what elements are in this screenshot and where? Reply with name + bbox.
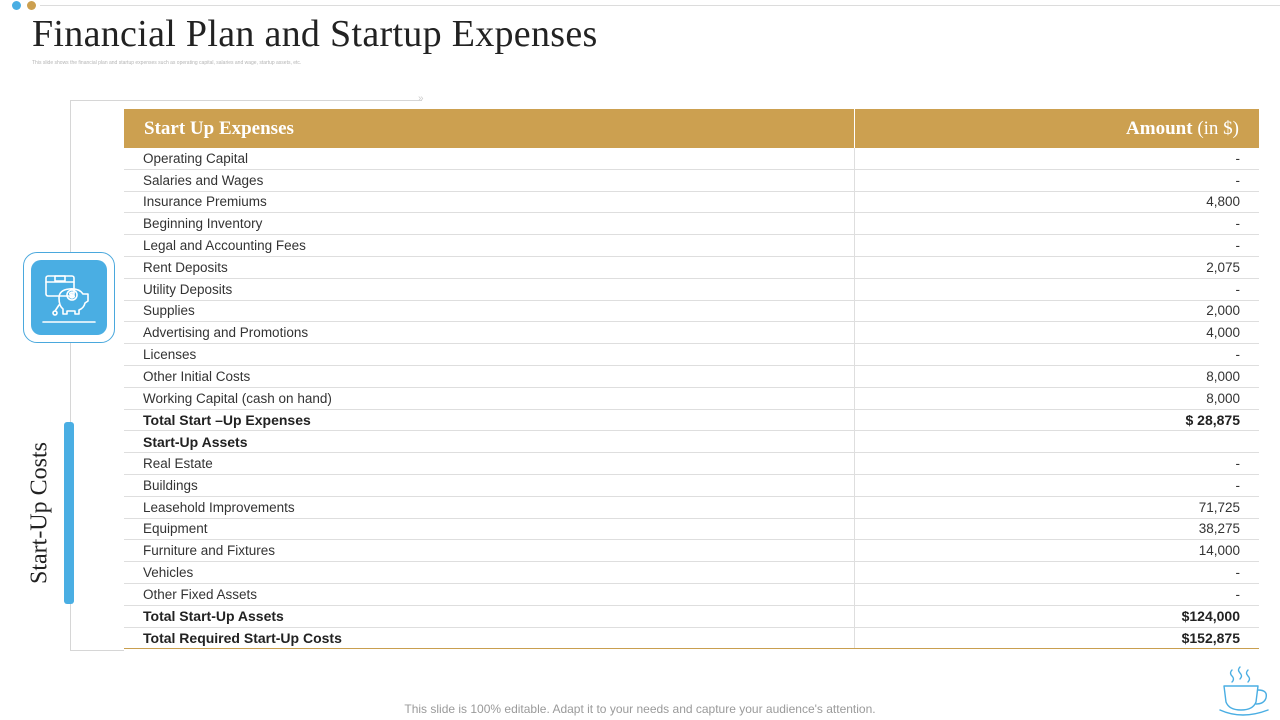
row-amount: - (854, 562, 1259, 583)
table-row: Legal and Accounting Fees - (124, 235, 1259, 257)
table-row: Utility Deposits - (124, 278, 1259, 301)
table-row: Other Initial Costs 8,000 (124, 365, 1259, 388)
table-row: Advertising and Promotions 4,000 (124, 322, 1259, 345)
row-amount: $152,875 (854, 627, 1259, 649)
row-amount: $ 28,875 (854, 409, 1259, 431)
row-label: Legal and Accounting Fees (143, 238, 306, 254)
table-row: Total Start –Up Expenses $ 28,875 (124, 409, 1259, 432)
row-label: Leasehold Improvements (143, 499, 295, 515)
table-row: Supplies 2,000 (124, 300, 1259, 323)
side-label: Start-Up Costs (26, 441, 53, 585)
row-amount: - (854, 453, 1259, 474)
table-row: Equipment 38,275 (124, 518, 1259, 541)
table-header: Start Up Expenses Amount (in $) (124, 109, 1259, 148)
row-label: Equipment (143, 521, 208, 537)
page-title: Financial Plan and Startup Expenses (32, 13, 598, 55)
row-amount: - (854, 213, 1259, 235)
row-amount: - (854, 278, 1259, 300)
side-accent-bar (64, 422, 74, 604)
row-label: Furniture and Fixtures (143, 543, 276, 559)
row-amount: 8,000 (854, 365, 1259, 387)
frame-top-line (70, 100, 422, 101)
row-label: Other Fixed Assets (143, 586, 258, 602)
row-label: Insurance Premiums (143, 194, 267, 210)
icon-card (23, 252, 115, 343)
row-label: Supplies (143, 303, 195, 319)
table-row: Buildings - (124, 474, 1259, 497)
row-amount: - (854, 235, 1259, 256)
row-amount: 4,000 (854, 322, 1259, 344)
row-amount: 2,000 (854, 300, 1259, 322)
header-expenses: Start Up Expenses (144, 117, 294, 139)
table-row: Other Fixed Assets - (124, 583, 1259, 606)
icon-tile (31, 260, 107, 335)
frame-left-line (70, 100, 71, 651)
table-row: Total Start-Up Assets $124,000 (124, 605, 1259, 628)
table-row: Insurance Premiums 4,800 (124, 191, 1259, 214)
row-label: Other Initial Costs (143, 368, 251, 384)
row-label: Working Capital (cash on hand) (143, 390, 332, 406)
page-subtitle: This slide shows the financial plan and … (32, 60, 302, 66)
startup-costs-table: Start Up Expenses Amount (in $) Operatin… (124, 109, 1259, 650)
table-row: Beginning Inventory - (124, 213, 1259, 236)
row-amount: - (854, 169, 1259, 191)
table-row: Operating Capital - (124, 148, 1259, 170)
table-row: Leasehold Improvements 71,725 (124, 496, 1259, 519)
row-label: Beginning Inventory (143, 216, 263, 232)
coffee-cup-icon (1219, 666, 1269, 716)
row-label: Total Required Start-Up Costs (143, 629, 342, 646)
row-amount: - (854, 148, 1259, 169)
table-row: Furniture and Fixtures 14,000 (124, 540, 1259, 563)
row-label: Licenses (143, 347, 197, 363)
footer-note: This slide is 100% editable. Adapt it to… (404, 702, 876, 716)
row-label: Vehicles (143, 565, 194, 581)
table-row: Licenses - (124, 344, 1259, 366)
frame-arrow-icon: » (418, 93, 424, 104)
row-label: Buildings (143, 477, 198, 493)
row-label: Salaries and Wages (143, 172, 264, 188)
table-row: Start-Up Assets (124, 431, 1259, 454)
row-amount: 2,075 (854, 256, 1259, 278)
row-amount: 14,000 (854, 540, 1259, 562)
table-row: Salaries and Wages - (124, 169, 1259, 192)
row-amount: - (854, 474, 1259, 496)
row-label: Start-Up Assets (143, 433, 248, 450)
row-label: Rent Deposits (143, 259, 228, 275)
frame-bottom-line (70, 650, 124, 651)
table-row: Working Capital (cash on hand) 8,000 (124, 387, 1259, 410)
row-label: Total Start –Up Expenses (143, 411, 311, 428)
row-label: Advertising and Promotions (143, 325, 309, 341)
table-body: Operating Capital - Salaries and Wages - Ins… (124, 148, 1259, 650)
row-amount: 8,000 (854, 387, 1259, 409)
row-label: Real Estate (143, 456, 213, 472)
top-divider (40, 5, 1280, 6)
header-amount-label: Amount (1126, 118, 1193, 139)
row-amount: 4,800 (854, 191, 1259, 213)
row-amount: 38,275 (854, 518, 1259, 540)
row-label: Total Start-Up Assets (143, 608, 284, 625)
table-row: Real Estate - (124, 453, 1259, 475)
row-amount: - (854, 583, 1259, 605)
row-amount (854, 431, 1259, 453)
row-amount: 71,725 (854, 496, 1259, 518)
row-label: Utility Deposits (143, 281, 233, 297)
header-amount: Amount (in $) (854, 109, 1259, 148)
table-row: Total Required Start-Up Costs $152,875 (124, 627, 1259, 650)
row-label: Operating Capital (143, 150, 249, 166)
table-row: Rent Deposits 2,075 (124, 256, 1259, 279)
gold-dot (27, 1, 36, 10)
blue-dot (12, 1, 21, 10)
piggy-bank-money-icon (42, 275, 96, 323)
table-row: Vehicles - (124, 562, 1259, 584)
row-amount: $124,000 (854, 605, 1259, 627)
row-amount: - (854, 344, 1259, 365)
header-amount-unit: (in $) (1197, 118, 1239, 139)
